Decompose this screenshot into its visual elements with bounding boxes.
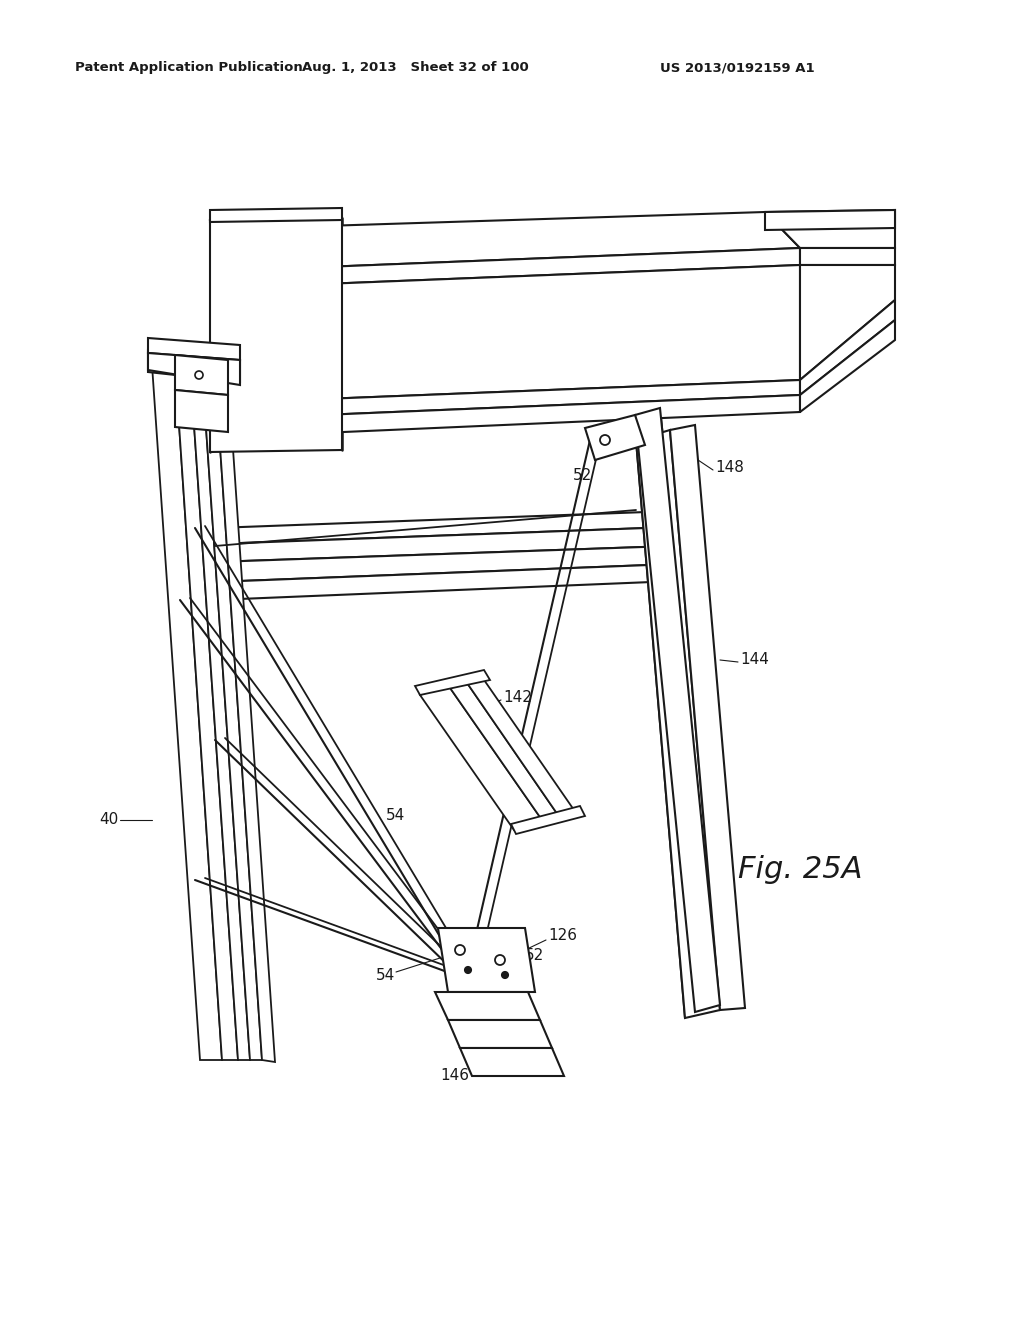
Polygon shape bbox=[148, 350, 240, 381]
Text: US 2013/0192159 A1: US 2013/0192159 A1 bbox=[660, 62, 815, 74]
Polygon shape bbox=[765, 210, 895, 230]
Polygon shape bbox=[260, 265, 800, 400]
Polygon shape bbox=[435, 993, 540, 1020]
Polygon shape bbox=[180, 544, 215, 583]
Polygon shape bbox=[800, 265, 895, 380]
Text: 54: 54 bbox=[376, 968, 395, 982]
Polygon shape bbox=[180, 545, 700, 583]
Polygon shape bbox=[298, 248, 800, 285]
Polygon shape bbox=[148, 352, 240, 385]
Text: 142: 142 bbox=[503, 690, 531, 705]
Polygon shape bbox=[148, 338, 240, 360]
Text: 52: 52 bbox=[525, 948, 544, 962]
Text: 126: 126 bbox=[610, 408, 639, 424]
Polygon shape bbox=[636, 430, 720, 1018]
Polygon shape bbox=[180, 510, 700, 546]
Text: 40: 40 bbox=[98, 813, 118, 828]
Polygon shape bbox=[180, 564, 700, 602]
Polygon shape bbox=[415, 671, 490, 696]
Text: 52: 52 bbox=[193, 400, 211, 416]
Text: 146: 146 bbox=[440, 1068, 469, 1082]
Circle shape bbox=[455, 945, 465, 954]
Polygon shape bbox=[260, 380, 800, 416]
Polygon shape bbox=[800, 248, 895, 265]
Polygon shape bbox=[260, 213, 800, 268]
Polygon shape bbox=[465, 677, 574, 814]
Text: 144: 144 bbox=[740, 652, 769, 668]
Circle shape bbox=[502, 972, 509, 978]
Polygon shape bbox=[260, 268, 298, 285]
Text: Patent Application Publication: Patent Application Publication bbox=[75, 62, 303, 74]
Text: 54: 54 bbox=[386, 808, 406, 822]
Polygon shape bbox=[175, 355, 228, 395]
Polygon shape bbox=[152, 366, 222, 1060]
Circle shape bbox=[600, 436, 610, 445]
Polygon shape bbox=[180, 525, 700, 565]
Polygon shape bbox=[210, 218, 342, 451]
Polygon shape bbox=[449, 680, 558, 820]
Polygon shape bbox=[420, 685, 542, 830]
Polygon shape bbox=[511, 807, 585, 834]
Circle shape bbox=[195, 371, 203, 379]
Polygon shape bbox=[800, 319, 895, 412]
Polygon shape bbox=[215, 374, 275, 1063]
Polygon shape bbox=[585, 414, 645, 459]
Circle shape bbox=[196, 362, 204, 370]
Polygon shape bbox=[190, 367, 250, 1060]
Polygon shape bbox=[670, 425, 745, 1010]
Text: Fig. 25A: Fig. 25A bbox=[737, 855, 862, 884]
Text: Aug. 1, 2013   Sheet 32 of 100: Aug. 1, 2013 Sheet 32 of 100 bbox=[302, 62, 528, 74]
Polygon shape bbox=[635, 408, 720, 1012]
Circle shape bbox=[465, 966, 471, 974]
Text: 52: 52 bbox=[573, 467, 592, 483]
Polygon shape bbox=[765, 210, 895, 248]
Polygon shape bbox=[202, 370, 262, 1060]
Polygon shape bbox=[175, 389, 228, 432]
Text: 126: 126 bbox=[548, 928, 577, 942]
Text: 148: 148 bbox=[715, 461, 743, 475]
Polygon shape bbox=[800, 300, 895, 395]
Polygon shape bbox=[260, 395, 800, 434]
Polygon shape bbox=[210, 209, 342, 222]
Polygon shape bbox=[449, 1020, 552, 1048]
Circle shape bbox=[495, 954, 505, 965]
Polygon shape bbox=[438, 928, 535, 993]
Polygon shape bbox=[460, 1048, 564, 1076]
Polygon shape bbox=[175, 366, 238, 1060]
